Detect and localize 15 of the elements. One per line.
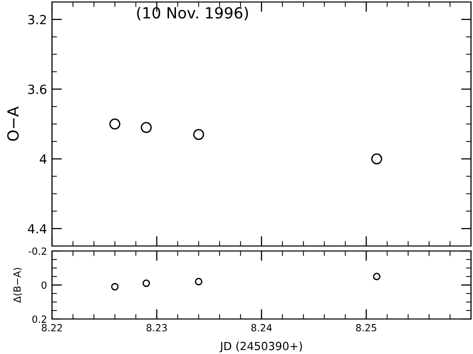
y-tick-label: 4 [40, 154, 46, 164]
y-tick-label: 0.2 [32, 315, 46, 323]
x-axis-title: JD (2450390+) [220, 342, 302, 352]
annotation: (10 Nov. 1996) [137, 6, 248, 20]
y-tick-label: 0 [42, 281, 46, 289]
x-tick-label: 8.22 [42, 324, 62, 332]
x-tick-label: 8.25 [356, 324, 376, 332]
x-tick-label: 8.23 [146, 324, 167, 332]
y-axis-title: O−A [7, 106, 19, 141]
y-tick-label: 4.4 [28, 224, 46, 234]
y-tick-label: -0.2 [28, 247, 46, 255]
x-tick-label: 8.24 [251, 324, 272, 332]
y-tick-label: 3.6 [28, 84, 46, 94]
y-axis-title: Δ(B−A) [13, 268, 22, 303]
y-tick-label: 3.2 [28, 14, 46, 24]
